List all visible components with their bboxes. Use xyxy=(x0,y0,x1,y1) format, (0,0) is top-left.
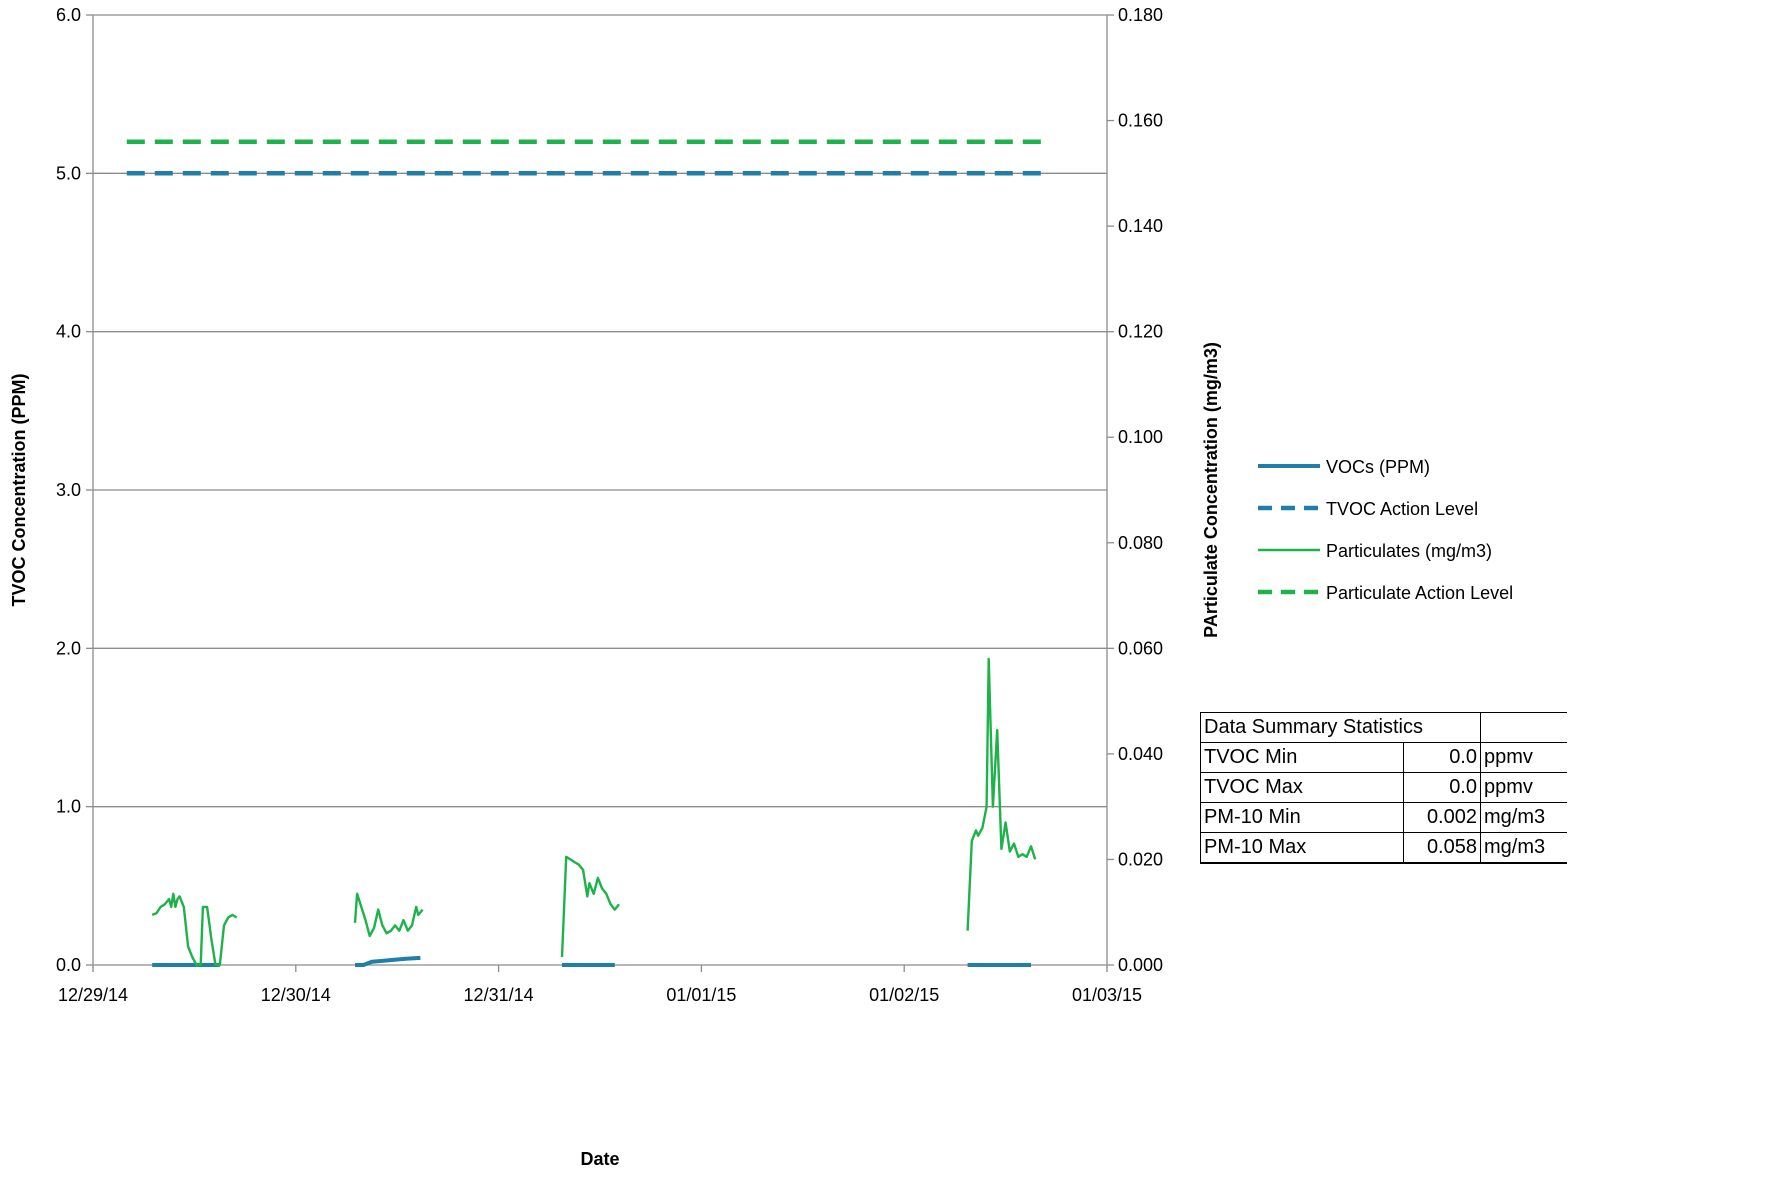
legend-label-particulates-mg-m3: Particulates (mg/m3) xyxy=(1326,541,1492,561)
row-label: PM-10 Max xyxy=(1200,832,1404,864)
y-left-tick-label: 4.0 xyxy=(56,322,81,342)
row-unit: mg/m3 xyxy=(1480,802,1567,833)
gridlines xyxy=(93,14,1107,808)
table-header-row: Data Summary Statistics xyxy=(1200,712,1567,743)
y-axis-left-title: TVOC Concentration (PPM) xyxy=(9,373,29,606)
legend-label-particulate-action-level: Particulate Action Level xyxy=(1326,583,1513,603)
y-right-tick-label: 0.020 xyxy=(1118,849,1163,869)
table-row: PM-10 Min 0.002 mg/m3 xyxy=(1200,802,1567,833)
y-left-tick-label: 5.0 xyxy=(56,163,81,183)
y-right-tick-label: 0.060 xyxy=(1118,638,1163,658)
y-axis-right-title: PArticulate Concentration (mg/m3) xyxy=(1201,342,1221,638)
particulates-mg-m3-line xyxy=(151,892,238,967)
particulates-mg-m3-line xyxy=(966,657,1037,931)
row-label: TVOC Min xyxy=(1200,742,1404,773)
legend-label-vocs-ppm: VOCs (PPM) xyxy=(1326,457,1430,477)
row-value: 0.002 xyxy=(1403,802,1481,833)
row-value: 0.058 xyxy=(1403,832,1481,864)
row-value: 0.0 xyxy=(1403,742,1481,773)
y-left-tick-label: 6.0 xyxy=(56,5,81,25)
vocs-ppm-line xyxy=(355,955,421,967)
y-right-tick-label: 0.180 xyxy=(1118,5,1163,25)
y-left-tick-label: 1.0 xyxy=(56,797,81,817)
y-right-tick-label: 0.040 xyxy=(1118,744,1163,764)
y-right-tick-label: 0.000 xyxy=(1118,955,1163,975)
table-header-blank xyxy=(1480,712,1567,743)
legend: VOCs (PPM) TVOC Action Level Particulates … xyxy=(1258,457,1513,603)
x-tick-label: 12/29/14 xyxy=(58,985,128,1005)
y-left-tick-label: 2.0 xyxy=(56,638,81,658)
row-unit: ppmv xyxy=(1480,742,1567,773)
table-row: TVOC Max 0.0 ppmv xyxy=(1200,772,1567,803)
x-tick-label: 01/02/15 xyxy=(869,985,939,1005)
particulates-mg-m3-line xyxy=(353,892,424,938)
y-right-tick-label: 0.120 xyxy=(1118,322,1163,342)
axes xyxy=(86,14,1114,972)
y-left-tick-label: 0.0 xyxy=(56,955,81,975)
y-left-tick-label: 3.0 xyxy=(56,480,81,500)
tick-labels: 0.0 1.0 2.0 3.0 4.0 5.0 6.0 0.000 0.020 0.040 0.06… xyxy=(56,5,1163,1005)
x-tick-label: 12/30/14 xyxy=(261,985,331,1005)
y-right-tick-label: 0.160 xyxy=(1118,111,1163,131)
table-header: Data Summary Statistics xyxy=(1200,712,1481,743)
x-axis-title: Date xyxy=(580,1149,619,1169)
row-label: PM-10 Min xyxy=(1200,802,1404,833)
row-label: TVOC Max xyxy=(1200,772,1404,803)
data-summary-table: Data Summary Statistics TVOC Min 0.0 ppm… xyxy=(1200,712,1567,864)
row-unit: ppmv xyxy=(1480,772,1567,803)
y-right-tick-label: 0.080 xyxy=(1118,533,1163,553)
x-tick-label: 12/31/14 xyxy=(464,985,534,1005)
table-row: PM-10 Max 0.058 mg/m3 xyxy=(1200,832,1567,864)
table-row: TVOC Min 0.0 ppmv xyxy=(1200,742,1567,773)
particulates-mg-m3-line xyxy=(560,855,620,958)
x-tick-label: 01/03/15 xyxy=(1072,985,1142,1005)
x-tick-label: 01/01/15 xyxy=(666,985,736,1005)
legend-label-tvoc-action-level: TVOC Action Level xyxy=(1326,499,1478,519)
y-right-tick-label: 0.140 xyxy=(1118,216,1163,236)
row-unit: mg/m3 xyxy=(1480,832,1567,864)
series xyxy=(126,139,1048,967)
row-value: 0.0 xyxy=(1403,772,1481,803)
y-right-tick-label: 0.100 xyxy=(1118,427,1163,447)
